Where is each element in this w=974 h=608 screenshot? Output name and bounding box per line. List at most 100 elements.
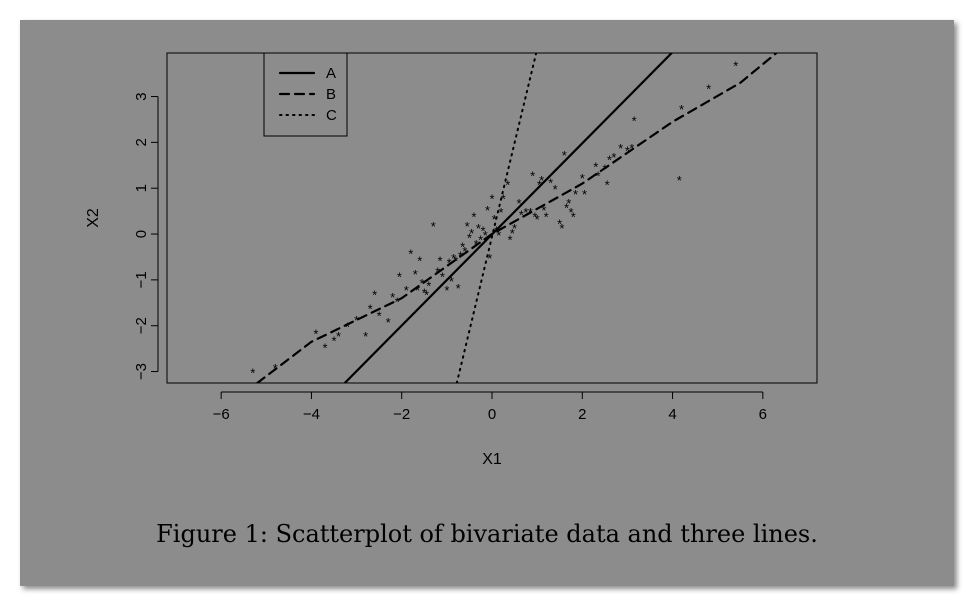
data-point: * bbox=[508, 233, 513, 248]
data-point: * bbox=[537, 178, 542, 193]
data-point: * bbox=[487, 251, 492, 266]
data-point: * bbox=[438, 253, 443, 268]
data-point: * bbox=[501, 191, 506, 206]
legend-label-b: B bbox=[326, 86, 336, 103]
data-point: * bbox=[535, 212, 540, 227]
line-b bbox=[256, 53, 778, 383]
data-point: * bbox=[413, 267, 418, 282]
data-point: * bbox=[510, 226, 515, 241]
data-point: * bbox=[467, 230, 472, 245]
data-point: * bbox=[498, 205, 503, 220]
data-point: * bbox=[618, 141, 623, 156]
data-point: * bbox=[458, 249, 463, 264]
y-tick-label: 3 bbox=[133, 92, 150, 100]
x-tick-label: 0 bbox=[488, 406, 496, 423]
data-point: * bbox=[523, 205, 528, 220]
data-point: * bbox=[476, 221, 481, 236]
data-point: * bbox=[629, 141, 634, 156]
data-point: * bbox=[322, 340, 327, 355]
data-point: * bbox=[431, 219, 436, 234]
data-point: * bbox=[377, 308, 382, 323]
data-point: * bbox=[528, 205, 533, 220]
y-axis-label: X2 bbox=[85, 208, 102, 228]
data-point: * bbox=[420, 276, 425, 291]
data-point: * bbox=[424, 288, 429, 303]
data-point: * bbox=[273, 361, 278, 376]
x-tick-label: 2 bbox=[578, 406, 586, 423]
x-axis-label: X1 bbox=[482, 451, 502, 468]
y-tick-label: 2 bbox=[133, 138, 150, 146]
data-point: * bbox=[426, 278, 431, 293]
data-point: * bbox=[593, 159, 598, 174]
data-point: * bbox=[474, 237, 479, 252]
figure-panel: −6 −4 −2 0 2 4 6 X1 −3 −2 −1 0 1 2 3 X2 * * * * * * * * * * * * * * * *… bbox=[20, 20, 954, 586]
data-point: * bbox=[562, 148, 567, 163]
data-point: * bbox=[469, 226, 474, 241]
data-point: * bbox=[539, 173, 544, 188]
data-point: * bbox=[460, 240, 465, 255]
y-tick-label: −1 bbox=[133, 271, 150, 288]
data-point: * bbox=[492, 212, 497, 227]
data-point: * bbox=[440, 269, 445, 284]
data-point: * bbox=[544, 210, 549, 225]
legend-label-a: A bbox=[326, 65, 336, 82]
data-point: * bbox=[679, 102, 684, 117]
data-point: * bbox=[602, 162, 607, 177]
data-point: * bbox=[517, 196, 522, 211]
data-point: * bbox=[580, 171, 585, 186]
data-point: * bbox=[408, 246, 413, 261]
data-point: * bbox=[733, 58, 738, 73]
data-point: * bbox=[480, 223, 485, 238]
plot-frame bbox=[166, 52, 818, 384]
data-point: * bbox=[530, 168, 535, 183]
x-tick-label: −4 bbox=[303, 406, 320, 423]
data-point: * bbox=[313, 327, 318, 342]
figure-caption: Figure 1: Scatterplot of bivariate data … bbox=[156, 520, 818, 548]
data-point: * bbox=[444, 283, 449, 298]
data-point: * bbox=[415, 283, 420, 298]
data-point: * bbox=[397, 269, 402, 284]
data-point: * bbox=[557, 217, 562, 232]
data-point: * bbox=[354, 313, 359, 328]
data-point: * bbox=[422, 285, 427, 300]
data-point: * bbox=[471, 210, 476, 225]
data-point: * bbox=[435, 265, 440, 280]
data-point: * bbox=[417, 253, 422, 268]
data-point: * bbox=[553, 182, 558, 197]
y-tick-label: −3 bbox=[133, 363, 150, 380]
data-point: * bbox=[548, 175, 553, 190]
data-point: * bbox=[453, 253, 458, 268]
data-point: * bbox=[505, 178, 510, 193]
data-point: * bbox=[568, 205, 573, 220]
data-point: * bbox=[677, 173, 682, 188]
legend-box bbox=[263, 52, 348, 137]
data-point: * bbox=[345, 320, 350, 335]
data-point: * bbox=[456, 281, 461, 296]
data-point: * bbox=[451, 251, 456, 266]
data-point: * bbox=[395, 295, 400, 310]
data-point: * bbox=[519, 207, 524, 222]
data-point: * bbox=[478, 233, 483, 248]
x-tick-label: 6 bbox=[759, 406, 767, 423]
data-point: * bbox=[336, 329, 341, 344]
x-tick-label: −2 bbox=[393, 406, 410, 423]
data-point: * bbox=[483, 228, 488, 243]
data-point: * bbox=[571, 210, 576, 225]
line-c bbox=[455, 53, 538, 383]
data-point: * bbox=[706, 81, 711, 96]
data-point: * bbox=[390, 290, 395, 305]
line-a bbox=[343, 53, 673, 383]
data-point: * bbox=[386, 315, 391, 330]
data-point: * bbox=[512, 221, 517, 236]
data-point: * bbox=[462, 244, 467, 259]
data-point: * bbox=[573, 187, 578, 202]
data-point: * bbox=[331, 333, 336, 348]
y-tick-label: 0 bbox=[133, 230, 150, 238]
data-point: * bbox=[447, 256, 452, 271]
data-point: * bbox=[596, 168, 601, 183]
data-point: * bbox=[489, 191, 494, 206]
data-point: * bbox=[372, 288, 377, 303]
data-point: * bbox=[449, 274, 454, 289]
data-point: * bbox=[404, 283, 409, 298]
